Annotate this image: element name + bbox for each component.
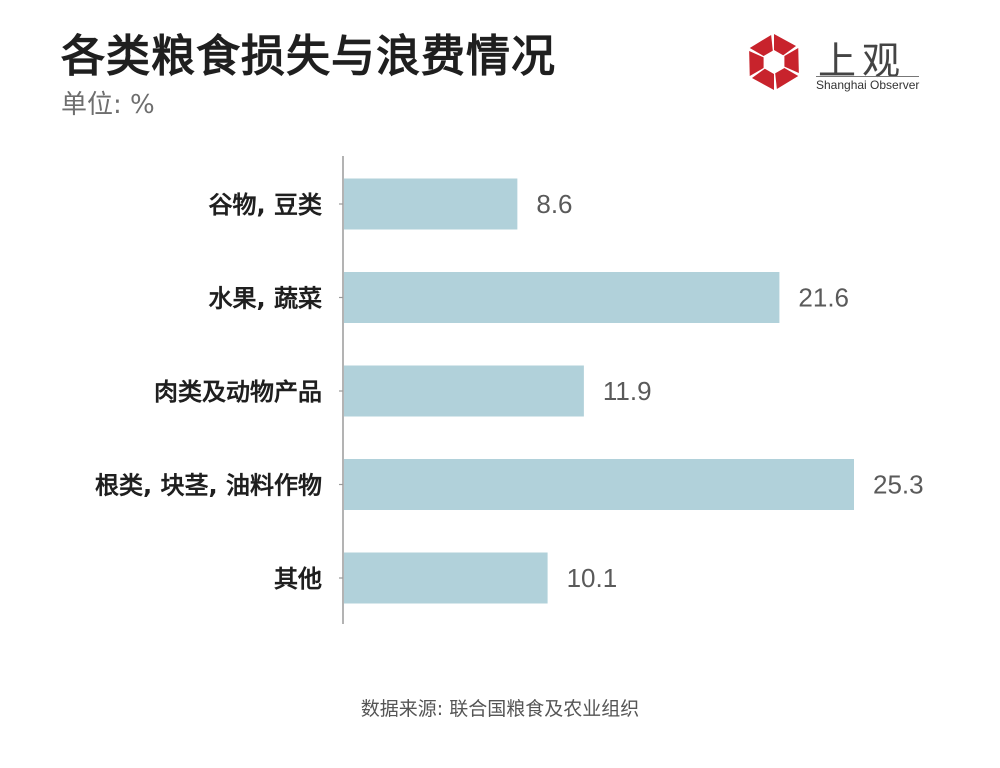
logo-petal xyxy=(749,50,774,76)
logo-subtitle: Shanghai Observer xyxy=(816,76,920,92)
logo-name: 上观 xyxy=(818,39,907,83)
category-label: 其他 xyxy=(274,565,322,593)
data-label: 8.6 xyxy=(536,189,572,219)
data-label: 11.9 xyxy=(603,376,652,406)
bar xyxy=(344,459,854,510)
category-label: 谷物, 豆类 xyxy=(209,191,323,219)
data-label: 10.1 xyxy=(567,563,618,593)
bar xyxy=(344,552,548,604)
data-label: 25.3 xyxy=(873,469,924,499)
bar xyxy=(344,178,518,230)
category-label: 水果, 蔬菜 xyxy=(209,285,322,313)
bar xyxy=(344,365,584,417)
bar xyxy=(344,272,780,323)
shanghai-observer-logo-icon xyxy=(749,34,799,90)
source-note: 数据来源: 联合国粮食及农业组织 xyxy=(360,698,640,720)
category-label: 根类, 块茎, 油料作物 xyxy=(95,472,322,500)
data-label: 21.6 xyxy=(798,282,849,312)
category-label: 肉类及动物产品 xyxy=(154,378,322,406)
logo-petal xyxy=(774,48,799,74)
unit-label: 单位: % xyxy=(61,90,155,120)
brand-logo: 上观 Shanghai Observer xyxy=(744,32,924,94)
chart-title: 各类粮食损失与浪费情况 xyxy=(61,31,556,82)
logo-center xyxy=(763,50,785,74)
